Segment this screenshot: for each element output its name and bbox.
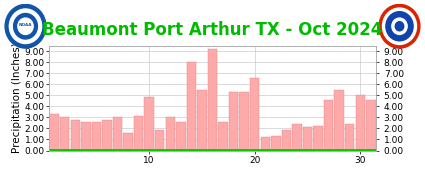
Bar <box>92 122 101 150</box>
Circle shape <box>18 18 33 34</box>
Circle shape <box>382 8 416 44</box>
Bar <box>123 133 133 150</box>
Bar <box>208 49 217 150</box>
Bar <box>239 92 249 150</box>
Circle shape <box>379 4 420 48</box>
Bar <box>102 120 112 150</box>
Circle shape <box>14 13 37 39</box>
Bar <box>49 114 59 150</box>
Text: NOAA: NOAA <box>19 23 32 27</box>
Bar <box>229 92 238 150</box>
Bar <box>313 126 323 150</box>
Bar <box>197 90 207 150</box>
Bar <box>271 136 280 150</box>
Bar <box>81 122 91 150</box>
Bar <box>60 117 69 150</box>
Bar <box>250 78 260 150</box>
Bar <box>176 122 186 150</box>
Bar <box>303 127 312 150</box>
Bar <box>71 120 80 150</box>
Bar <box>144 97 154 150</box>
Bar <box>345 124 354 150</box>
Bar <box>356 95 365 150</box>
Circle shape <box>395 22 404 31</box>
Bar <box>113 117 122 150</box>
Circle shape <box>392 18 407 34</box>
Y-axis label: Precipitation (Inches): Precipitation (Inches) <box>12 43 22 153</box>
Bar <box>366 100 376 150</box>
Bar <box>334 90 344 150</box>
Circle shape <box>5 4 46 48</box>
Bar <box>134 116 143 150</box>
Bar <box>187 62 196 150</box>
Bar <box>218 122 228 150</box>
Bar <box>165 117 175 150</box>
Bar <box>292 124 302 150</box>
Bar <box>282 130 291 150</box>
Bar <box>155 130 164 150</box>
Circle shape <box>9 9 42 44</box>
Bar <box>261 137 270 150</box>
Text: Beaumont Port Arthur TX - Oct 2024: Beaumont Port Arthur TX - Oct 2024 <box>42 21 382 39</box>
Circle shape <box>386 12 413 41</box>
Bar <box>324 100 333 150</box>
